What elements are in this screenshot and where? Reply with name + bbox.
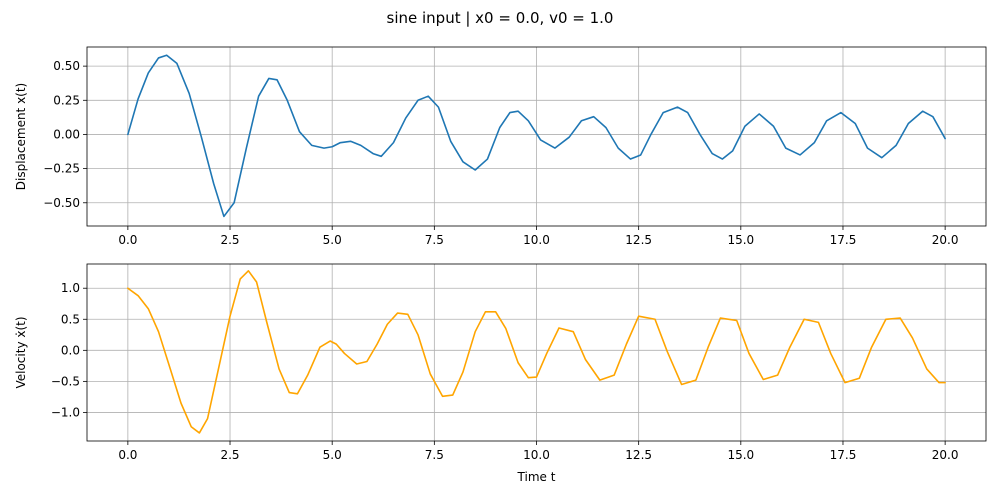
x-tick-label: 12.5: [625, 233, 652, 247]
x-tick-label: 7.5: [425, 233, 444, 247]
x-tick-label: 15.0: [727, 448, 754, 462]
x-tick-label: 5.0: [323, 233, 342, 247]
y-tick-label: 0.0: [61, 343, 80, 357]
x-tick-label: 20.0: [932, 448, 959, 462]
x-tick-label: 12.5: [625, 448, 652, 462]
x-tick-label: 10.0: [523, 448, 550, 462]
x-axis-label: Time t: [517, 470, 556, 484]
y-axis-label: Velocity ẋ(t): [14, 316, 28, 388]
y-tick-label: 0.50: [53, 59, 80, 73]
x-tick-label: 17.5: [830, 448, 857, 462]
y-tick-label: 1.0: [61, 281, 80, 295]
x-tick-label: 20.0: [932, 233, 959, 247]
y-axis-label: Displacement x(t): [14, 83, 28, 190]
y-tick-label: 0.00: [53, 127, 80, 141]
y-tick-label: 0.25: [53, 93, 80, 107]
x-tick-label: 0.0: [118, 233, 137, 247]
y-tick-label: −0.5: [51, 374, 80, 388]
y-tick-label: 0.5: [61, 312, 80, 326]
x-tick-label: 17.5: [830, 233, 857, 247]
x-tick-label: 2.5: [220, 233, 239, 247]
figure-title: sine input | x0 = 0.0, v0 = 1.0: [387, 9, 614, 27]
x-tick-label: 10.0: [523, 233, 550, 247]
y-tick-label: −0.25: [43, 162, 80, 176]
x-tick-label: 7.5: [425, 448, 444, 462]
x-tick-label: 2.5: [220, 448, 239, 462]
x-tick-label: 5.0: [323, 448, 342, 462]
x-tick-label: 15.0: [727, 233, 754, 247]
x-tick-label: 0.0: [118, 448, 137, 462]
y-tick-label: −0.50: [43, 196, 80, 210]
y-tick-label: −1.0: [51, 405, 80, 419]
